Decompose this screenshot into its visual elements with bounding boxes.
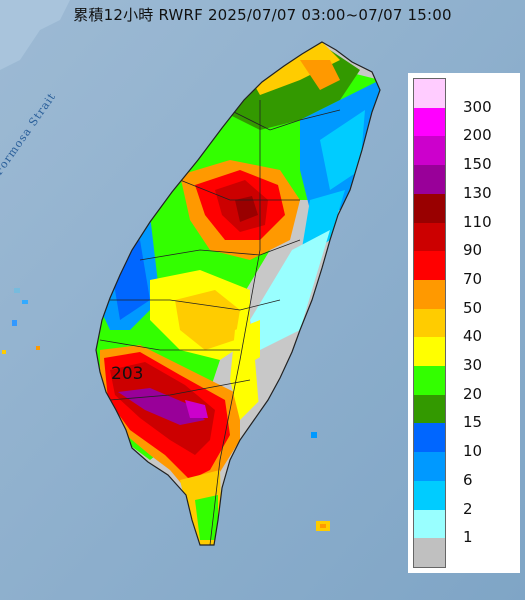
legend-label: 30 [463,356,483,375]
legend-swatch [414,423,445,453]
legend-label: 300 [463,97,492,116]
legend-swatch [414,366,445,396]
map-title: 累積12小時 RWRF 2025/07/07 03:00~07/07 15:00 [73,6,452,24]
legend-label: 70 [463,269,483,288]
legend-label: 15 [463,413,483,432]
legend-swatch [414,251,445,281]
legend-label: 50 [463,298,483,317]
legend-label: 10 [463,442,483,461]
green-island [311,432,317,438]
legend-swatch [414,193,445,224]
legend-swatch [414,480,445,511]
legend-swatch [414,509,445,539]
legend-swatch [414,136,445,166]
legend-label: 1 [463,528,473,547]
legend-label: 2 [463,499,473,518]
legend-swatch [414,337,445,367]
legend-swatch [414,222,445,252]
legend-color-bar [413,78,446,568]
county-borders [99,100,341,545]
legend-swatch [414,452,445,482]
legend-label: 150 [463,155,492,174]
legend-swatch [414,165,445,195]
lanyu-island [316,521,330,531]
legend-label: 6 [463,470,473,489]
legend-label: 20 [463,384,483,403]
legend-swatch [414,394,445,424]
legend: 300 200 150 130 110 90 70 50 40 30 20 15 10 6 2 1 [408,73,520,573]
legend-swatch [414,308,445,338]
legend-label: 130 [463,183,492,202]
legend-swatch [414,538,445,568]
legend-label: 200 [463,126,492,145]
legend-label: 110 [463,212,492,231]
legend-swatch [414,279,445,310]
max-rainfall-label: 203 [111,364,144,384]
legend-swatch [414,79,445,109]
legend-label: 40 [463,327,483,346]
legend-label: 90 [463,241,483,260]
penghu-islands [2,288,40,354]
legend-swatch [414,107,445,137]
mainland-coast [0,0,70,70]
